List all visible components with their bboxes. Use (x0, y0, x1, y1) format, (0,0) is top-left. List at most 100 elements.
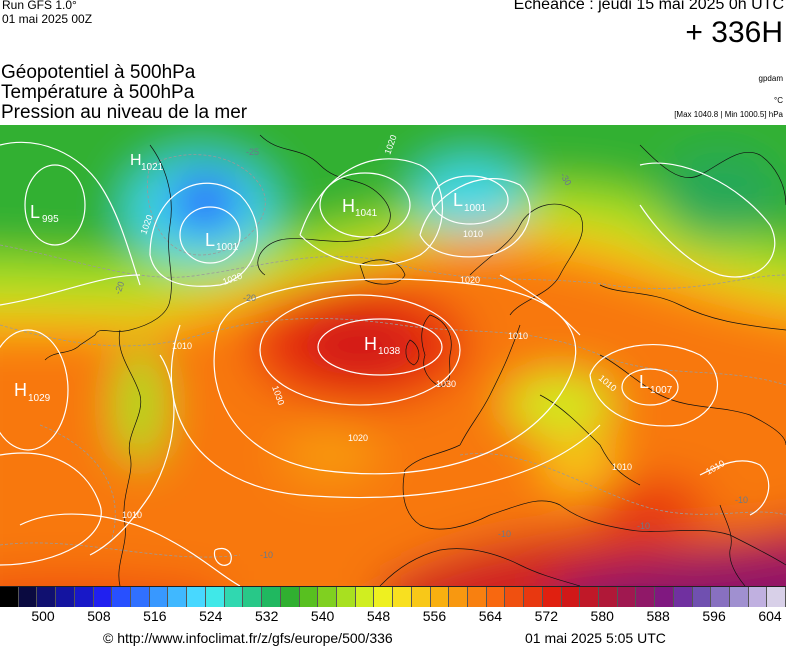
colorbar-swatch (224, 587, 244, 607)
colorbar-swatch (730, 587, 749, 607)
colorbar-swatch (205, 587, 225, 607)
colorbar-swatch (131, 587, 150, 607)
isotherms (0, 154, 786, 558)
colorbar-swatch (411, 587, 431, 607)
colorbar-swatch (655, 587, 674, 607)
colorbar-swatch (112, 587, 132, 607)
colorbar-swatch (430, 587, 450, 607)
isobar-label-5: 1010 (122, 510, 142, 520)
weather-map[interactable]: L 995 L 1001 H 1041 L 1001 H 1038 H 1029 (0, 125, 786, 586)
temp-label-6: -10 (735, 495, 748, 505)
temp-label-7: -10 (637, 521, 650, 531)
colorbar-swatch (149, 587, 169, 607)
colorbar-ticks: 500 508 516 524 532 540 548 556 564 572 580 588 596 6… (0, 608, 786, 628)
colorbar-swatch (243, 587, 263, 607)
forecast-validity: Echéance : jeudi 15 mai 2025 0h UTC (513, 0, 784, 13)
colorbar-swatch (748, 587, 768, 607)
colorbar-swatch (393, 587, 412, 607)
colorbar-swatch (636, 587, 656, 607)
colorbar-swatch (18, 587, 38, 607)
high-center-1038: H 1038 (364, 334, 401, 357)
pc-1-type: L (205, 230, 215, 250)
colorbar-swatch (262, 587, 281, 607)
pc-1-value: 1001 (216, 242, 239, 253)
colorbar-swatch (692, 587, 712, 607)
isobar-label-1: 1010 (463, 229, 483, 239)
pc-0-type: L (30, 202, 40, 222)
run-date: 01 mai 2025 00Z (2, 12, 93, 26)
title-temperature: Température à 500hPa (1, 82, 195, 103)
colorbar-tick-label: 588 (646, 608, 670, 624)
source-credit: © http://www.infoclimat.fr/z/gfs/europe/… (103, 630, 393, 646)
colorbar-swatch (74, 587, 94, 607)
high-center-1041: H 1041 (342, 196, 378, 219)
colorbar-tick-label: 548 (366, 608, 391, 624)
colorbar-swatch (486, 587, 506, 607)
high-center-1029: H 1029 (14, 380, 51, 404)
colorbar-swatch (561, 587, 581, 607)
colorbar-swatch (168, 587, 188, 607)
temp-label-1: -20 (243, 293, 256, 303)
colorbar-swatch (318, 587, 337, 607)
title-pressure: Pression au niveau de la mer (1, 102, 248, 123)
colorbar-swatch (187, 587, 206, 607)
unit-pressure-range: [Max 1040.8 | Min 1000.5] hPa (674, 110, 783, 119)
model-run-label: Run GFS 1.0° (2, 0, 77, 12)
coastlines (44, 134, 786, 586)
low-center-1001-west: L 1001 (205, 230, 239, 253)
isobar-label-8: 1010 (172, 341, 192, 351)
colorbar-tick-label: 532 (255, 608, 279, 624)
unit-geopotential: gpdam (758, 74, 783, 83)
isobar-label-2: 1020 (460, 275, 480, 285)
pc-5-value: 1029 (28, 393, 51, 404)
colorbar-swatch (711, 587, 731, 607)
colorbar-swatch (336, 587, 356, 607)
colorbar-swatch (449, 587, 468, 607)
pc-0-value: 995 (42, 214, 59, 225)
geopotential-field (0, 125, 786, 586)
colorbar-tick-label: 524 (199, 608, 223, 624)
colorbar-tick-label: 564 (478, 608, 503, 624)
pc-2-value: 1041 (355, 208, 378, 219)
colorbar-tick-label: 604 (758, 608, 782, 624)
title-geopotential: Géopotentiel à 500hPa (1, 62, 196, 83)
isobar-label-6: 1030 (436, 379, 456, 389)
pc-7-value: 1021 (141, 162, 164, 173)
forecast-horizon: + 336H (685, 16, 783, 49)
colorbar-tick-label: 500 (31, 608, 55, 624)
colorbar-swatch (37, 587, 57, 607)
colorbar-tick-label: 580 (590, 608, 614, 624)
pc-3-type: L (453, 190, 463, 210)
colorbar-swatch (673, 587, 693, 607)
high-center-1021: H 1021 (130, 152, 164, 173)
colorbar-swatch (617, 587, 637, 607)
temp-label-4: -10 (260, 550, 273, 560)
colorbar-swatch (374, 587, 394, 607)
isobars (0, 141, 776, 586)
colorbar-swatch (0, 587, 19, 607)
low-center-1007: L 1007 (639, 372, 673, 396)
pc-7-type: H (130, 152, 142, 169)
colorbar-swatch (56, 587, 75, 607)
colorbar-swatch (599, 587, 618, 607)
pc-5-type: H (14, 380, 27, 400)
low-center-995: L 995 (30, 202, 59, 225)
colorbar-swatch (467, 587, 487, 607)
colorbar-swatch (767, 587, 786, 607)
colorbar-swatch (93, 587, 113, 607)
colorbar-tick-label: 540 (310, 608, 335, 624)
colorbar-tick-label: 596 (702, 608, 726, 624)
colorbar-swatch (299, 587, 319, 607)
colorbar-swatch (355, 587, 375, 607)
colorbar-swatch (580, 587, 599, 607)
unit-temperature: °C (774, 96, 783, 105)
colorbar-swatch (280, 587, 300, 607)
temp-label-3: -10 (498, 529, 511, 539)
low-center-1001-north: L 1001 (453, 190, 487, 214)
isobar-label-4: 1020 (348, 433, 368, 443)
pc-4-type: H (364, 334, 377, 354)
pc-4-value: 1038 (378, 346, 401, 357)
temp-label-2: -25 (246, 147, 259, 157)
colorbar-tick-label: 516 (143, 608, 167, 624)
colorbar-tick-label: 572 (534, 608, 558, 624)
